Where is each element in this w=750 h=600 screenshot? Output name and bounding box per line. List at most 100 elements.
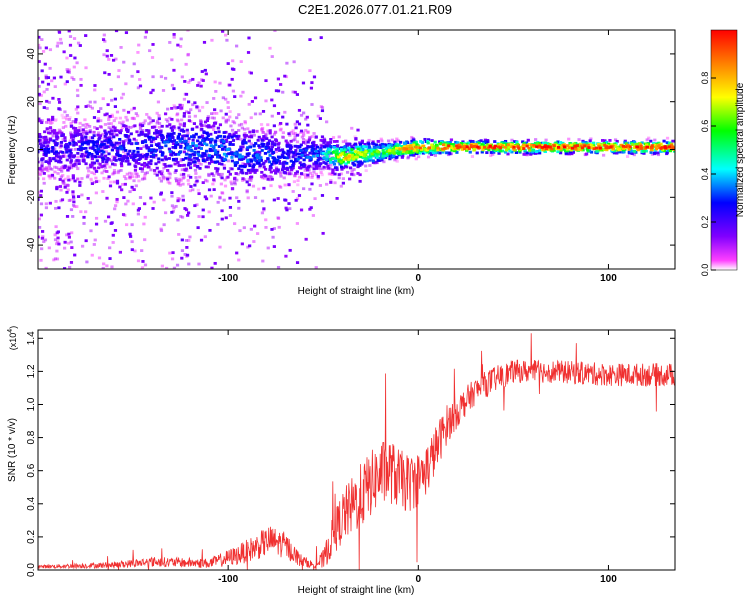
heatmap-cell	[426, 155, 431, 159]
heatmap-cell	[310, 174, 315, 177]
heatmap-cell	[77, 140, 81, 144]
heatmap-cell	[266, 129, 270, 133]
heatmap-cell	[246, 158, 250, 162]
heatmap-cell	[124, 177, 128, 181]
heatmap-cell	[149, 91, 153, 95]
heatmap-cell	[106, 103, 110, 107]
heatmap-cell	[141, 129, 145, 132]
heatmap-cell	[188, 155, 192, 159]
heatmap-cell	[102, 142, 106, 146]
heatmap-cell	[259, 158, 263, 162]
heatmap-cell	[184, 239, 189, 242]
heatmap-cell	[144, 157, 148, 161]
heatmap-cell	[212, 124, 216, 128]
heatmap-cell	[56, 230, 60, 234]
heatmap-cell	[182, 137, 187, 141]
heatmap-cell	[252, 144, 256, 148]
heatmap-cell	[421, 151, 426, 155]
heatmap-cell	[453, 149, 457, 153]
heatmap-cell	[159, 135, 164, 139]
heatmap-cell	[665, 151, 669, 154]
heatmap-cell	[222, 141, 226, 145]
heatmap-cell	[585, 142, 589, 146]
heatmap-cell	[188, 145, 192, 148]
heatmap-cell	[38, 142, 43, 146]
heatmap-cell	[197, 161, 201, 165]
heatmap-cell	[189, 158, 193, 162]
heatmap-cell	[39, 94, 43, 97]
heatmap-cell	[185, 253, 190, 257]
heatmap-cell	[298, 161, 302, 165]
heatmap-cell	[308, 207, 312, 211]
heatmap-cell	[170, 58, 174, 62]
heatmap-cell	[394, 146, 399, 150]
heatmap-cell	[281, 115, 285, 119]
heatmap-cell	[159, 191, 164, 195]
heatmap-cell	[106, 215, 111, 219]
heatmap-cell	[371, 159, 375, 163]
heatmap-cell	[239, 60, 243, 63]
heatmap-cell	[535, 145, 539, 149]
heatmap-cell	[184, 144, 189, 148]
heatmap-cell	[645, 145, 650, 149]
heatmap-cell	[486, 143, 490, 147]
heatmap-cell	[144, 154, 148, 158]
heatmap-cell	[533, 141, 538, 145]
heatmap-cell	[130, 74, 134, 78]
heatmap-cell	[160, 124, 164, 128]
heatmap-cell	[95, 140, 100, 143]
heatmap-cell	[186, 140, 190, 144]
heatmap-cell	[60, 113, 64, 117]
heatmap-cell	[76, 177, 80, 181]
heatmap-cell	[662, 149, 666, 153]
heatmap-cell	[232, 121, 237, 125]
heatmap-cell	[347, 158, 351, 162]
heatmap-cell	[189, 135, 194, 139]
heatmap-cell	[168, 123, 172, 127]
heatmap-cell	[203, 152, 207, 156]
heatmap-cell	[63, 139, 67, 143]
heatmap-cell	[302, 187, 306, 191]
heatmap-cell	[80, 142, 84, 146]
heatmap-cell	[316, 152, 320, 156]
heatmap-cell	[168, 181, 172, 185]
heatmap-cell	[350, 126, 354, 130]
heatmap-cell	[260, 139, 264, 142]
heatmap-cell	[191, 103, 195, 107]
heatmap-cell	[639, 143, 643, 147]
heatmap-cell	[186, 213, 190, 217]
heatmap-cell	[92, 134, 96, 138]
heatmap-cell	[140, 177, 145, 181]
heatmap-cell	[154, 162, 158, 166]
heatmap-cell	[301, 137, 306, 141]
heatmap-cell	[38, 217, 42, 221]
heatmap-cell	[230, 128, 235, 132]
heatmap-cell	[534, 138, 538, 141]
heatmap-cell	[41, 235, 45, 239]
heatmap-cell	[238, 155, 242, 159]
svg-text:(x104): (x104)	[7, 326, 18, 350]
heatmap-cell	[314, 172, 319, 176]
heatmap-cell	[247, 135, 251, 139]
heatmap-cell	[356, 160, 360, 164]
heatmap-cell	[44, 166, 48, 169]
heatmap-cell	[337, 159, 341, 163]
heatmap-cell	[124, 31, 129, 35]
heatmap-cell	[45, 87, 49, 91]
heatmap-cell	[211, 149, 215, 152]
snr-y-multiplier-close: )	[8, 326, 18, 329]
heatmap-cell	[53, 233, 57, 237]
heatmap-cell	[68, 139, 72, 143]
heatmap-cell	[204, 178, 208, 182]
heatmap-cell	[239, 170, 243, 174]
heatmap-cell	[97, 256, 102, 260]
heatmap-cell	[81, 147, 86, 150]
heatmap-cell	[150, 125, 155, 129]
heatmap-cell	[212, 97, 216, 100]
heatmap-cell	[288, 147, 293, 151]
heatmap-cell	[610, 143, 614, 147]
heatmap-cell	[253, 224, 257, 228]
heatmap-cell	[272, 124, 276, 128]
heatmap-cell	[195, 179, 199, 183]
heatmap-cell	[224, 140, 228, 144]
